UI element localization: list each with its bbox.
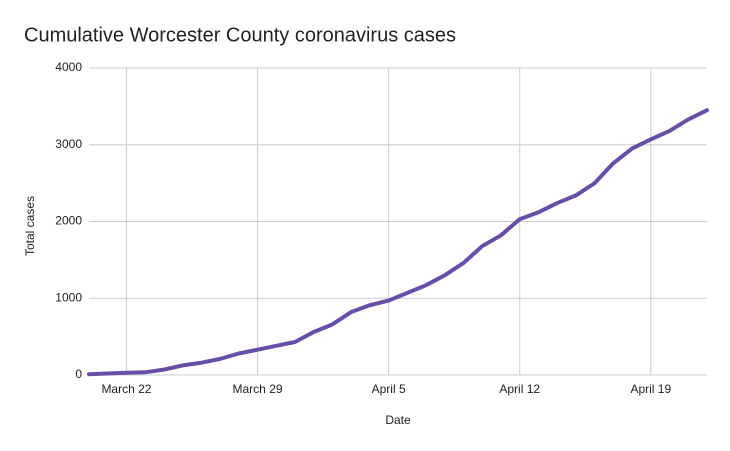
y-tick-label: 1000	[55, 290, 82, 304]
y-tick-label: 0	[75, 367, 82, 381]
y-tick-label: 3000	[55, 137, 82, 151]
y-axis-label: Total cases	[23, 196, 37, 256]
chart-title: Cumulative Worcester County coronavirus …	[24, 24, 456, 46]
x-tick-label: April 5	[372, 382, 406, 396]
x-tick-label: April 19	[630, 382, 671, 396]
x-tick-label: April 12	[499, 382, 540, 396]
x-tick-label: March 29	[233, 382, 283, 396]
x-tick-label: March 22	[101, 382, 151, 396]
x-axis-label: Date	[385, 413, 411, 427]
data-line	[87, 108, 709, 377]
y-tick-label: 4000	[55, 60, 82, 74]
y-tick-label: 2000	[55, 214, 82, 228]
